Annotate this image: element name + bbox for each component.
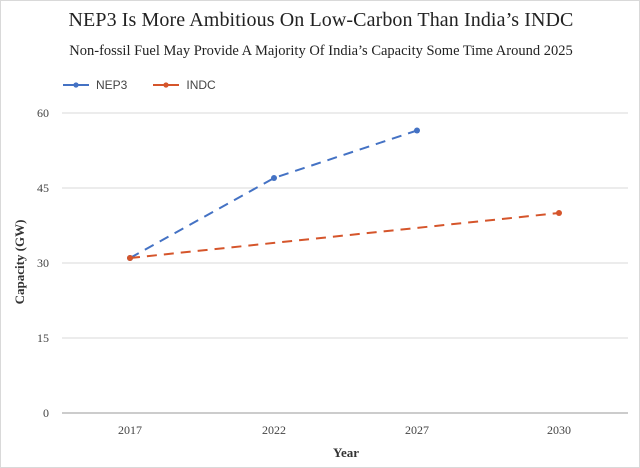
y-tick-label: 60 bbox=[37, 106, 49, 120]
x-axis-title: Year bbox=[333, 445, 359, 460]
x-tick-label: 2022 bbox=[262, 423, 286, 437]
x-axis-ticks: 2017 2022 2027 2030 bbox=[118, 423, 571, 437]
y-axis-title: Capacity (GW) bbox=[12, 220, 27, 305]
legend-marker-nep3 bbox=[73, 82, 79, 88]
series-line-nep3 bbox=[129, 129, 418, 259]
data-point-nep3 bbox=[414, 127, 420, 134]
x-tick-label: 2030 bbox=[547, 423, 571, 437]
data-point-indc bbox=[556, 210, 562, 216]
x-tick-label: 2027 bbox=[405, 423, 429, 437]
y-tick-label: 0 bbox=[43, 406, 49, 420]
x-tick-label: 2017 bbox=[118, 423, 142, 437]
legend-swatch-nep3 bbox=[63, 82, 89, 88]
series-line-indc bbox=[129, 212, 560, 259]
legend-label-nep3: NEP3 bbox=[96, 78, 128, 92]
legend-label-indc: INDC bbox=[186, 78, 216, 92]
data-point-nep3 bbox=[271, 175, 277, 181]
y-tick-label: 30 bbox=[37, 256, 49, 270]
series-lines bbox=[127, 127, 562, 261]
y-tick-label: 45 bbox=[37, 181, 49, 195]
legend-item-indc: INDC bbox=[153, 78, 216, 92]
legend-marker-indc bbox=[163, 82, 169, 88]
data-point-indc bbox=[127, 255, 133, 261]
chart-legend: NEP3 INDC bbox=[63, 75, 242, 95]
chart-title: NEP3 Is More Ambitious On Low-Carbon Tha… bbox=[68, 9, 574, 31]
gridlines bbox=[62, 112, 628, 414]
legend-item-nep3: NEP3 bbox=[63, 78, 127, 92]
y-tick-label: 15 bbox=[37, 331, 49, 345]
legend-swatch-indc bbox=[153, 82, 180, 88]
y-axis-ticks: 0 15 30 45 60 bbox=[37, 106, 49, 420]
chart-subtitle: Non-fossil Fuel May Provide A Majority O… bbox=[69, 43, 573, 59]
